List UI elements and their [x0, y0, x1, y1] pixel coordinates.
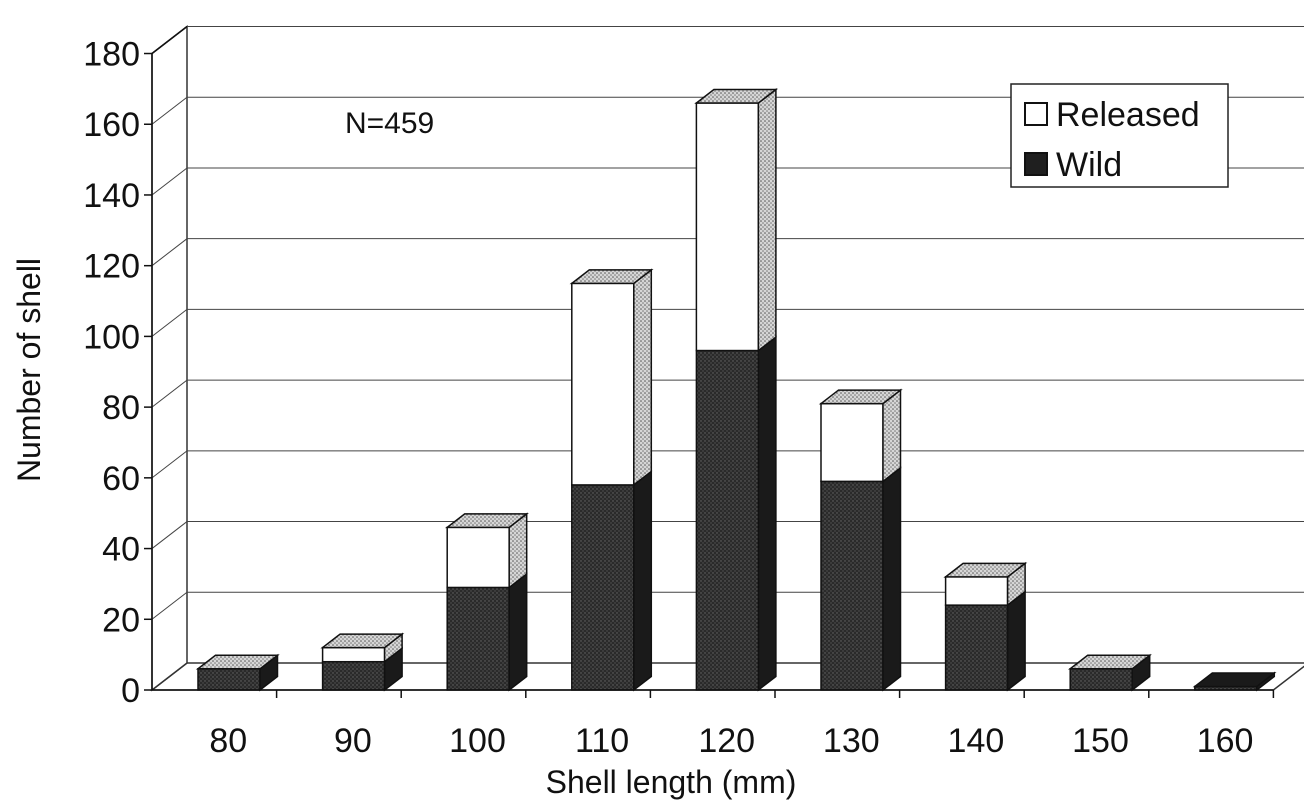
bar-wild-120 [695, 349, 760, 691]
bar-released-side-130 [882, 388, 902, 483]
y-tick-label: 80 [102, 389, 140, 427]
bar-120 [694, 87, 779, 692]
legend-label-released: Released [1056, 96, 1200, 134]
bar-top-110 [569, 269, 654, 285]
y-tick-label: 140 [83, 177, 140, 215]
bar-released-130 [820, 402, 884, 483]
bar-wild-100 [446, 586, 510, 691]
bar-140 [943, 561, 1028, 692]
bar-released-140 [944, 576, 1009, 606]
bar-top-90 [320, 633, 405, 649]
bar-wild-side-120 [757, 335, 777, 692]
x-tick-label: 80 [209, 722, 247, 760]
y-tick-label: 120 [83, 248, 140, 286]
bar-wild-side-100 [508, 572, 528, 692]
legend: Released Wild [1010, 83, 1229, 188]
bar-released-90 [321, 646, 386, 663]
side-wall [151, 24, 188, 692]
y-tick-label: 180 [83, 36, 140, 74]
bar-wild-110 [571, 484, 635, 691]
bar-top-150 [1067, 654, 1152, 670]
gridline-side [151, 167, 188, 196]
x-tick-label: 100 [449, 722, 506, 760]
x-tick-label: 140 [948, 722, 1005, 760]
x-tick-label: 120 [698, 722, 755, 760]
x-tick-label: 90 [334, 722, 372, 760]
bar-80 [195, 653, 280, 692]
gridline-side [151, 379, 188, 408]
bar-top-80 [195, 654, 280, 670]
bar-top-130 [818, 389, 903, 405]
gridline-side [151, 450, 188, 479]
x-tick-label: 110 [575, 722, 629, 760]
bar-released-100 [446, 526, 510, 589]
bar-wild-140 [944, 604, 1009, 691]
y-tick-labels: 0 20 40 60 80 100 120 140 160 180 [83, 36, 152, 710]
y-tick-label: 40 [102, 531, 140, 569]
bar-wild-130 [820, 480, 884, 691]
bar-released-120 [695, 102, 760, 352]
gridline-side [151, 238, 188, 267]
bar-wild-side-110 [633, 469, 653, 692]
x-tick-label: 160 [1197, 722, 1254, 760]
gridline-side [151, 309, 188, 337]
bars [195, 87, 1277, 692]
axes [151, 25, 1274, 691]
bar-top-140 [943, 562, 1028, 578]
bar-wild-90 [321, 660, 386, 691]
x-axis-title: Shell length (mm) [546, 764, 797, 800]
bar-wild-side-140 [1006, 590, 1026, 692]
bar-110 [569, 268, 654, 692]
bar-100 [444, 512, 529, 692]
bar-top-120 [694, 88, 779, 104]
x-tick-label: 130 [823, 722, 880, 760]
bar-160 [1192, 671, 1277, 692]
bar-top-160 [1192, 672, 1277, 688]
x-tick-label: 150 [1072, 722, 1129, 760]
gridline-side [151, 96, 188, 125]
legend-label-wild: Wild [1056, 146, 1122, 184]
bar-top-100 [444, 513, 529, 529]
bar-wild-80 [197, 668, 261, 691]
bar-released-110 [571, 282, 635, 486]
gridline-side [151, 591, 188, 620]
gridline-side [151, 521, 188, 549]
bar-130 [818, 388, 903, 692]
y-tick-label: 60 [102, 460, 140, 498]
bar-150 [1067, 653, 1152, 692]
axis-top-edge [151, 25, 188, 55]
legend-swatch-released [1024, 102, 1048, 126]
y-tick-label: 0 [121, 672, 140, 710]
y-tick-label: 20 [102, 601, 140, 639]
y-tick-label: 160 [83, 106, 140, 144]
sample-size-annotation: N=459 [345, 107, 434, 140]
bar-90 [320, 632, 405, 692]
bar-released-side-110 [633, 268, 653, 487]
bar-wild-side-130 [882, 466, 902, 692]
y-axis-title: Number of shell [11, 258, 47, 482]
bar-wild-150 [1069, 668, 1133, 691]
bar-released-side-120 [757, 87, 777, 353]
legend-swatch-wild [1024, 152, 1048, 176]
y-tick-label: 100 [83, 318, 140, 356]
x-tick-labels: 80 90 100 110 120 130 140 150 160 [209, 690, 1275, 760]
